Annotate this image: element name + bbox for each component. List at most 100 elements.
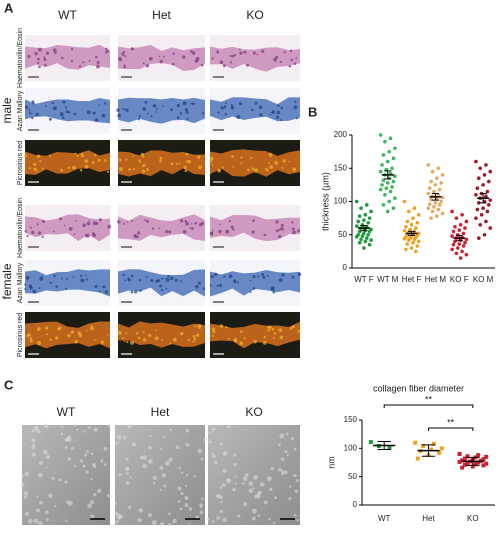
data-point bbox=[429, 197, 433, 202]
fiber bbox=[100, 459, 104, 463]
y-axis-label: nm bbox=[326, 456, 336, 469]
fiber bbox=[60, 425, 64, 429]
cell bbox=[64, 106, 68, 109]
fiber bbox=[208, 431, 211, 434]
data-point bbox=[364, 236, 369, 240]
cell bbox=[137, 231, 141, 235]
data-point bbox=[451, 242, 456, 247]
fiber bbox=[208, 440, 212, 444]
cell bbox=[137, 336, 141, 340]
data-point bbox=[390, 166, 394, 171]
cell bbox=[198, 165, 202, 170]
cell bbox=[258, 105, 263, 110]
column-label: KO bbox=[246, 8, 263, 22]
cell bbox=[240, 330, 243, 334]
data-point bbox=[488, 198, 493, 202]
cell bbox=[90, 327, 94, 331]
data-point bbox=[368, 440, 373, 445]
cell bbox=[291, 325, 295, 329]
fiber bbox=[219, 495, 224, 499]
cell bbox=[67, 166, 71, 170]
fiber bbox=[188, 522, 191, 525]
cell bbox=[29, 337, 33, 341]
cell bbox=[158, 55, 161, 58]
fiber bbox=[45, 425, 49, 429]
cell bbox=[236, 115, 241, 120]
data-point bbox=[432, 205, 436, 209]
cell bbox=[39, 276, 44, 281]
fiber bbox=[76, 429, 79, 432]
cell bbox=[98, 290, 101, 293]
cell bbox=[229, 55, 231, 57]
fiber bbox=[149, 434, 152, 437]
tissue-layer bbox=[118, 44, 205, 71]
cell bbox=[251, 167, 255, 171]
cell bbox=[104, 50, 108, 54]
data-point bbox=[409, 246, 414, 250]
cell bbox=[221, 166, 224, 169]
cell bbox=[294, 100, 297, 104]
data-point bbox=[457, 242, 462, 246]
cell bbox=[268, 153, 273, 157]
fiber bbox=[115, 441, 119, 445]
data-point bbox=[433, 183, 438, 187]
fiber bbox=[237, 514, 241, 518]
cell bbox=[223, 105, 227, 109]
data-point bbox=[487, 179, 491, 184]
cell bbox=[138, 115, 141, 118]
data-point bbox=[458, 256, 463, 260]
cell bbox=[144, 100, 148, 104]
fiber bbox=[73, 465, 77, 468]
data-point bbox=[362, 246, 366, 250]
y-tick-label: 50 bbox=[338, 230, 347, 239]
cell bbox=[219, 223, 221, 226]
cell bbox=[170, 162, 174, 166]
fiber bbox=[48, 493, 53, 498]
fiber bbox=[177, 486, 182, 491]
data-point bbox=[487, 203, 491, 207]
fiber bbox=[125, 457, 129, 461]
fiber bbox=[142, 455, 147, 460]
group-label: female bbox=[0, 263, 14, 299]
fiber bbox=[180, 491, 184, 496]
cell bbox=[224, 102, 227, 105]
fiber bbox=[45, 518, 49, 522]
fiber bbox=[283, 470, 288, 475]
cell bbox=[232, 165, 235, 168]
cell bbox=[27, 54, 31, 59]
cell bbox=[54, 336, 59, 340]
fiber bbox=[51, 476, 55, 480]
cell bbox=[239, 51, 243, 55]
fiber bbox=[272, 521, 276, 525]
tissue-layer bbox=[210, 97, 300, 122]
cell bbox=[72, 165, 76, 170]
fiber bbox=[103, 463, 107, 467]
data-point bbox=[387, 149, 391, 154]
data-point bbox=[440, 173, 445, 177]
cell bbox=[293, 105, 298, 110]
data-point bbox=[465, 461, 470, 466]
fiber bbox=[185, 485, 188, 488]
data-point bbox=[439, 199, 443, 204]
cell bbox=[152, 104, 157, 108]
fiber bbox=[232, 487, 236, 492]
cell bbox=[272, 336, 275, 340]
data-point bbox=[391, 156, 396, 161]
cell bbox=[249, 291, 252, 294]
group-label: male bbox=[0, 97, 14, 123]
column-label: WT bbox=[57, 405, 76, 419]
cell bbox=[130, 219, 133, 223]
data-point bbox=[476, 176, 481, 181]
cell bbox=[36, 327, 41, 331]
fiber bbox=[178, 466, 182, 470]
cell bbox=[116, 108, 120, 112]
cell bbox=[195, 56, 200, 61]
data-point bbox=[460, 249, 464, 254]
data-point bbox=[456, 246, 460, 250]
cell bbox=[293, 62, 297, 65]
data-point bbox=[481, 206, 485, 210]
cell bbox=[38, 47, 42, 52]
cell bbox=[128, 168, 132, 171]
fiber bbox=[294, 489, 298, 494]
data-point bbox=[476, 201, 481, 205]
